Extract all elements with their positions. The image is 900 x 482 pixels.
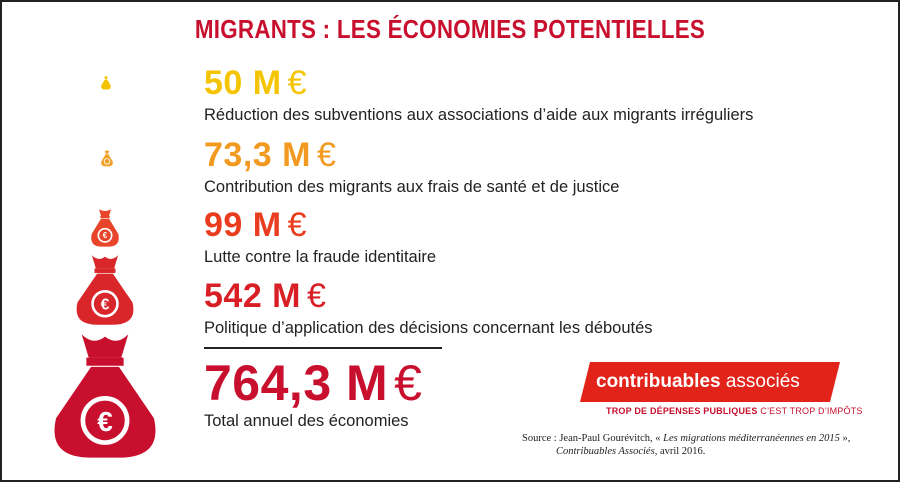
- source-note: Source : Jean-Paul Gourévitch, « Les mig…: [522, 433, 851, 457]
- money-bag-euro-icon: €: [76, 255, 134, 325]
- total-description: Total annuel des économies: [204, 412, 409, 430]
- savings-item: 99 M € Lutte contre la fraude identitaire: [204, 208, 436, 267]
- savings-description: Contribution des migrants aux frais de s…: [204, 178, 620, 196]
- savings-description: Réduction des subventions aux associatio…: [204, 106, 754, 124]
- savings-item: 73,3 M € Contribution des migrants aux fr…: [204, 138, 619, 197]
- svg-text:€: €: [101, 297, 110, 314]
- total-amount: 764,3 M €: [204, 355, 423, 411]
- contribuables-associes-logo: contribuables associés: [580, 362, 840, 402]
- savings-total: 764,3 M € Total annuel des économies: [204, 358, 422, 431]
- savings-description: Lutte contre la fraude identitaire: [204, 248, 437, 266]
- savings-item: 542 M € Politique d’application des décis…: [204, 279, 653, 338]
- savings-amount: 542 M €: [204, 277, 327, 315]
- money-bag-euro-icon: [101, 76, 111, 90]
- divider: [204, 347, 442, 349]
- savings-amount: 73,3 M €: [204, 136, 337, 174]
- savings-amount: 99 M €: [204, 206, 308, 244]
- page-title: MIGRANTS : LES ÉCONOMIES POTENTIELLES: [194, 14, 706, 44]
- svg-text:€: €: [97, 406, 113, 437]
- savings-description: Politique d’application des décisions co…: [204, 319, 653, 337]
- savings-item: 50 M € Réduction des subventions aux asso…: [204, 66, 753, 125]
- money-bag-euro-icon: €: [91, 209, 119, 247]
- logo-wordmark: contribuables associés: [596, 371, 800, 392]
- money-bag-euro-icon: [101, 150, 113, 167]
- svg-text:€: €: [103, 231, 108, 240]
- savings-amount: 50 M €: [204, 64, 308, 102]
- logo-tagline: TROP DE DÉPENSES PUBLIQUES C’EST TROP D’…: [606, 406, 863, 416]
- money-bag-euro-icon: €: [54, 334, 156, 458]
- logo-banner: [580, 362, 840, 402]
